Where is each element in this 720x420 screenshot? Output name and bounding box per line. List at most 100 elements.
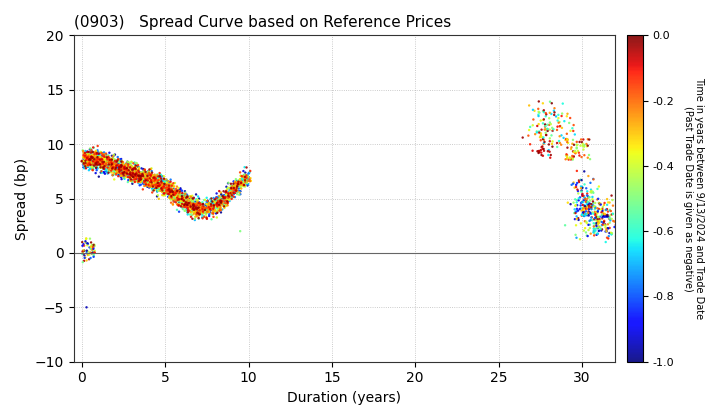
Point	[576, 213, 588, 219]
Point	[571, 208, 582, 215]
Point	[212, 197, 224, 204]
Point	[238, 173, 249, 179]
Point	[83, 156, 94, 163]
Point	[82, 152, 94, 159]
Point	[218, 194, 230, 201]
Point	[192, 210, 204, 217]
Point	[192, 206, 203, 213]
Point	[156, 173, 167, 180]
Point	[107, 155, 119, 161]
Point	[232, 181, 243, 187]
Point	[146, 172, 158, 178]
Point	[87, 149, 99, 155]
Point	[222, 194, 234, 201]
Point	[138, 169, 150, 176]
Point	[233, 180, 244, 187]
Point	[89, 158, 100, 165]
Point	[104, 157, 116, 163]
Point	[540, 129, 552, 136]
Point	[556, 132, 567, 139]
Point	[104, 162, 116, 168]
Point	[138, 179, 150, 186]
Point	[114, 158, 125, 165]
Point	[127, 176, 139, 183]
Point	[86, 153, 98, 160]
Point	[145, 183, 156, 189]
Point	[95, 161, 107, 168]
Point	[164, 192, 176, 199]
Point	[154, 182, 166, 189]
Point	[194, 201, 206, 207]
Point	[104, 160, 115, 167]
Point	[99, 157, 111, 163]
Point	[86, 161, 98, 168]
Point	[578, 143, 590, 150]
Point	[150, 182, 161, 189]
Point	[192, 204, 204, 211]
Point	[98, 151, 109, 158]
Point	[184, 200, 195, 207]
Point	[117, 165, 128, 172]
Point	[126, 166, 138, 173]
Point	[237, 181, 248, 188]
Point	[220, 197, 232, 204]
Point	[107, 155, 118, 162]
Point	[220, 202, 232, 209]
Point	[168, 190, 180, 197]
Point	[603, 225, 614, 232]
Point	[156, 175, 167, 182]
Point	[161, 186, 173, 193]
Point	[195, 209, 207, 215]
Point	[180, 201, 192, 207]
Point	[588, 223, 600, 230]
Point	[181, 195, 192, 202]
Point	[125, 168, 136, 174]
Point	[184, 208, 196, 215]
Point	[215, 200, 227, 207]
Point	[111, 161, 122, 168]
Point	[158, 181, 169, 187]
Point	[582, 208, 594, 215]
Point	[109, 164, 120, 171]
Point	[122, 161, 133, 168]
Point	[150, 176, 162, 182]
Point	[193, 211, 204, 218]
Point	[147, 186, 158, 193]
Point	[180, 203, 192, 210]
Point	[86, 155, 98, 162]
Point	[86, 153, 98, 160]
Point	[218, 192, 230, 199]
Point	[208, 202, 220, 209]
Point	[103, 156, 114, 163]
Point	[234, 181, 246, 188]
Point	[533, 111, 544, 118]
Point	[104, 160, 116, 166]
Point	[121, 168, 132, 175]
Point	[112, 168, 124, 174]
Point	[114, 171, 126, 178]
Point	[190, 203, 202, 210]
Point	[78, 159, 90, 165]
Point	[233, 183, 244, 189]
Point	[209, 197, 220, 204]
Point	[83, 153, 94, 160]
Point	[106, 164, 117, 171]
Point	[127, 166, 139, 173]
Point	[187, 201, 199, 207]
Point	[152, 178, 163, 185]
Point	[210, 208, 221, 215]
Point	[607, 197, 618, 203]
Point	[187, 207, 199, 214]
Point	[590, 220, 601, 227]
Point	[82, 160, 94, 166]
Point	[81, 149, 93, 156]
Point	[132, 167, 144, 174]
Point	[174, 188, 185, 194]
Point	[168, 191, 180, 197]
Point	[138, 169, 150, 176]
Point	[85, 243, 96, 250]
Point	[182, 211, 194, 218]
Point	[120, 166, 131, 173]
Point	[104, 164, 116, 171]
Point	[204, 213, 215, 219]
